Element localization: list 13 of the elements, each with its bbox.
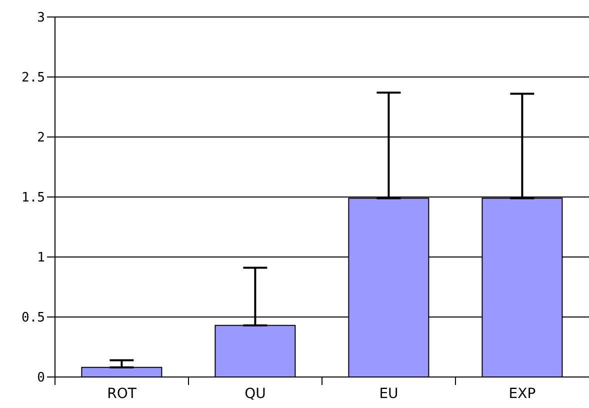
x-tick-label: EU	[379, 386, 398, 402]
y-tick-label: 3	[37, 10, 45, 26]
bar	[81, 366, 162, 377]
y-tick-label: 1	[37, 250, 45, 266]
y-tick-label: 0	[37, 370, 45, 386]
y-tick-label: 2	[37, 130, 45, 146]
y-tick-label: 2.5	[22, 70, 45, 86]
y-tick-label: 0.5	[22, 310, 45, 326]
y-tick-label: 1.5	[22, 190, 45, 206]
bar	[214, 324, 296, 377]
x-tick-label: ROT	[107, 386, 137, 402]
x-tick-label: EXP	[508, 386, 536, 402]
x-tick-label: QU	[244, 386, 266, 402]
